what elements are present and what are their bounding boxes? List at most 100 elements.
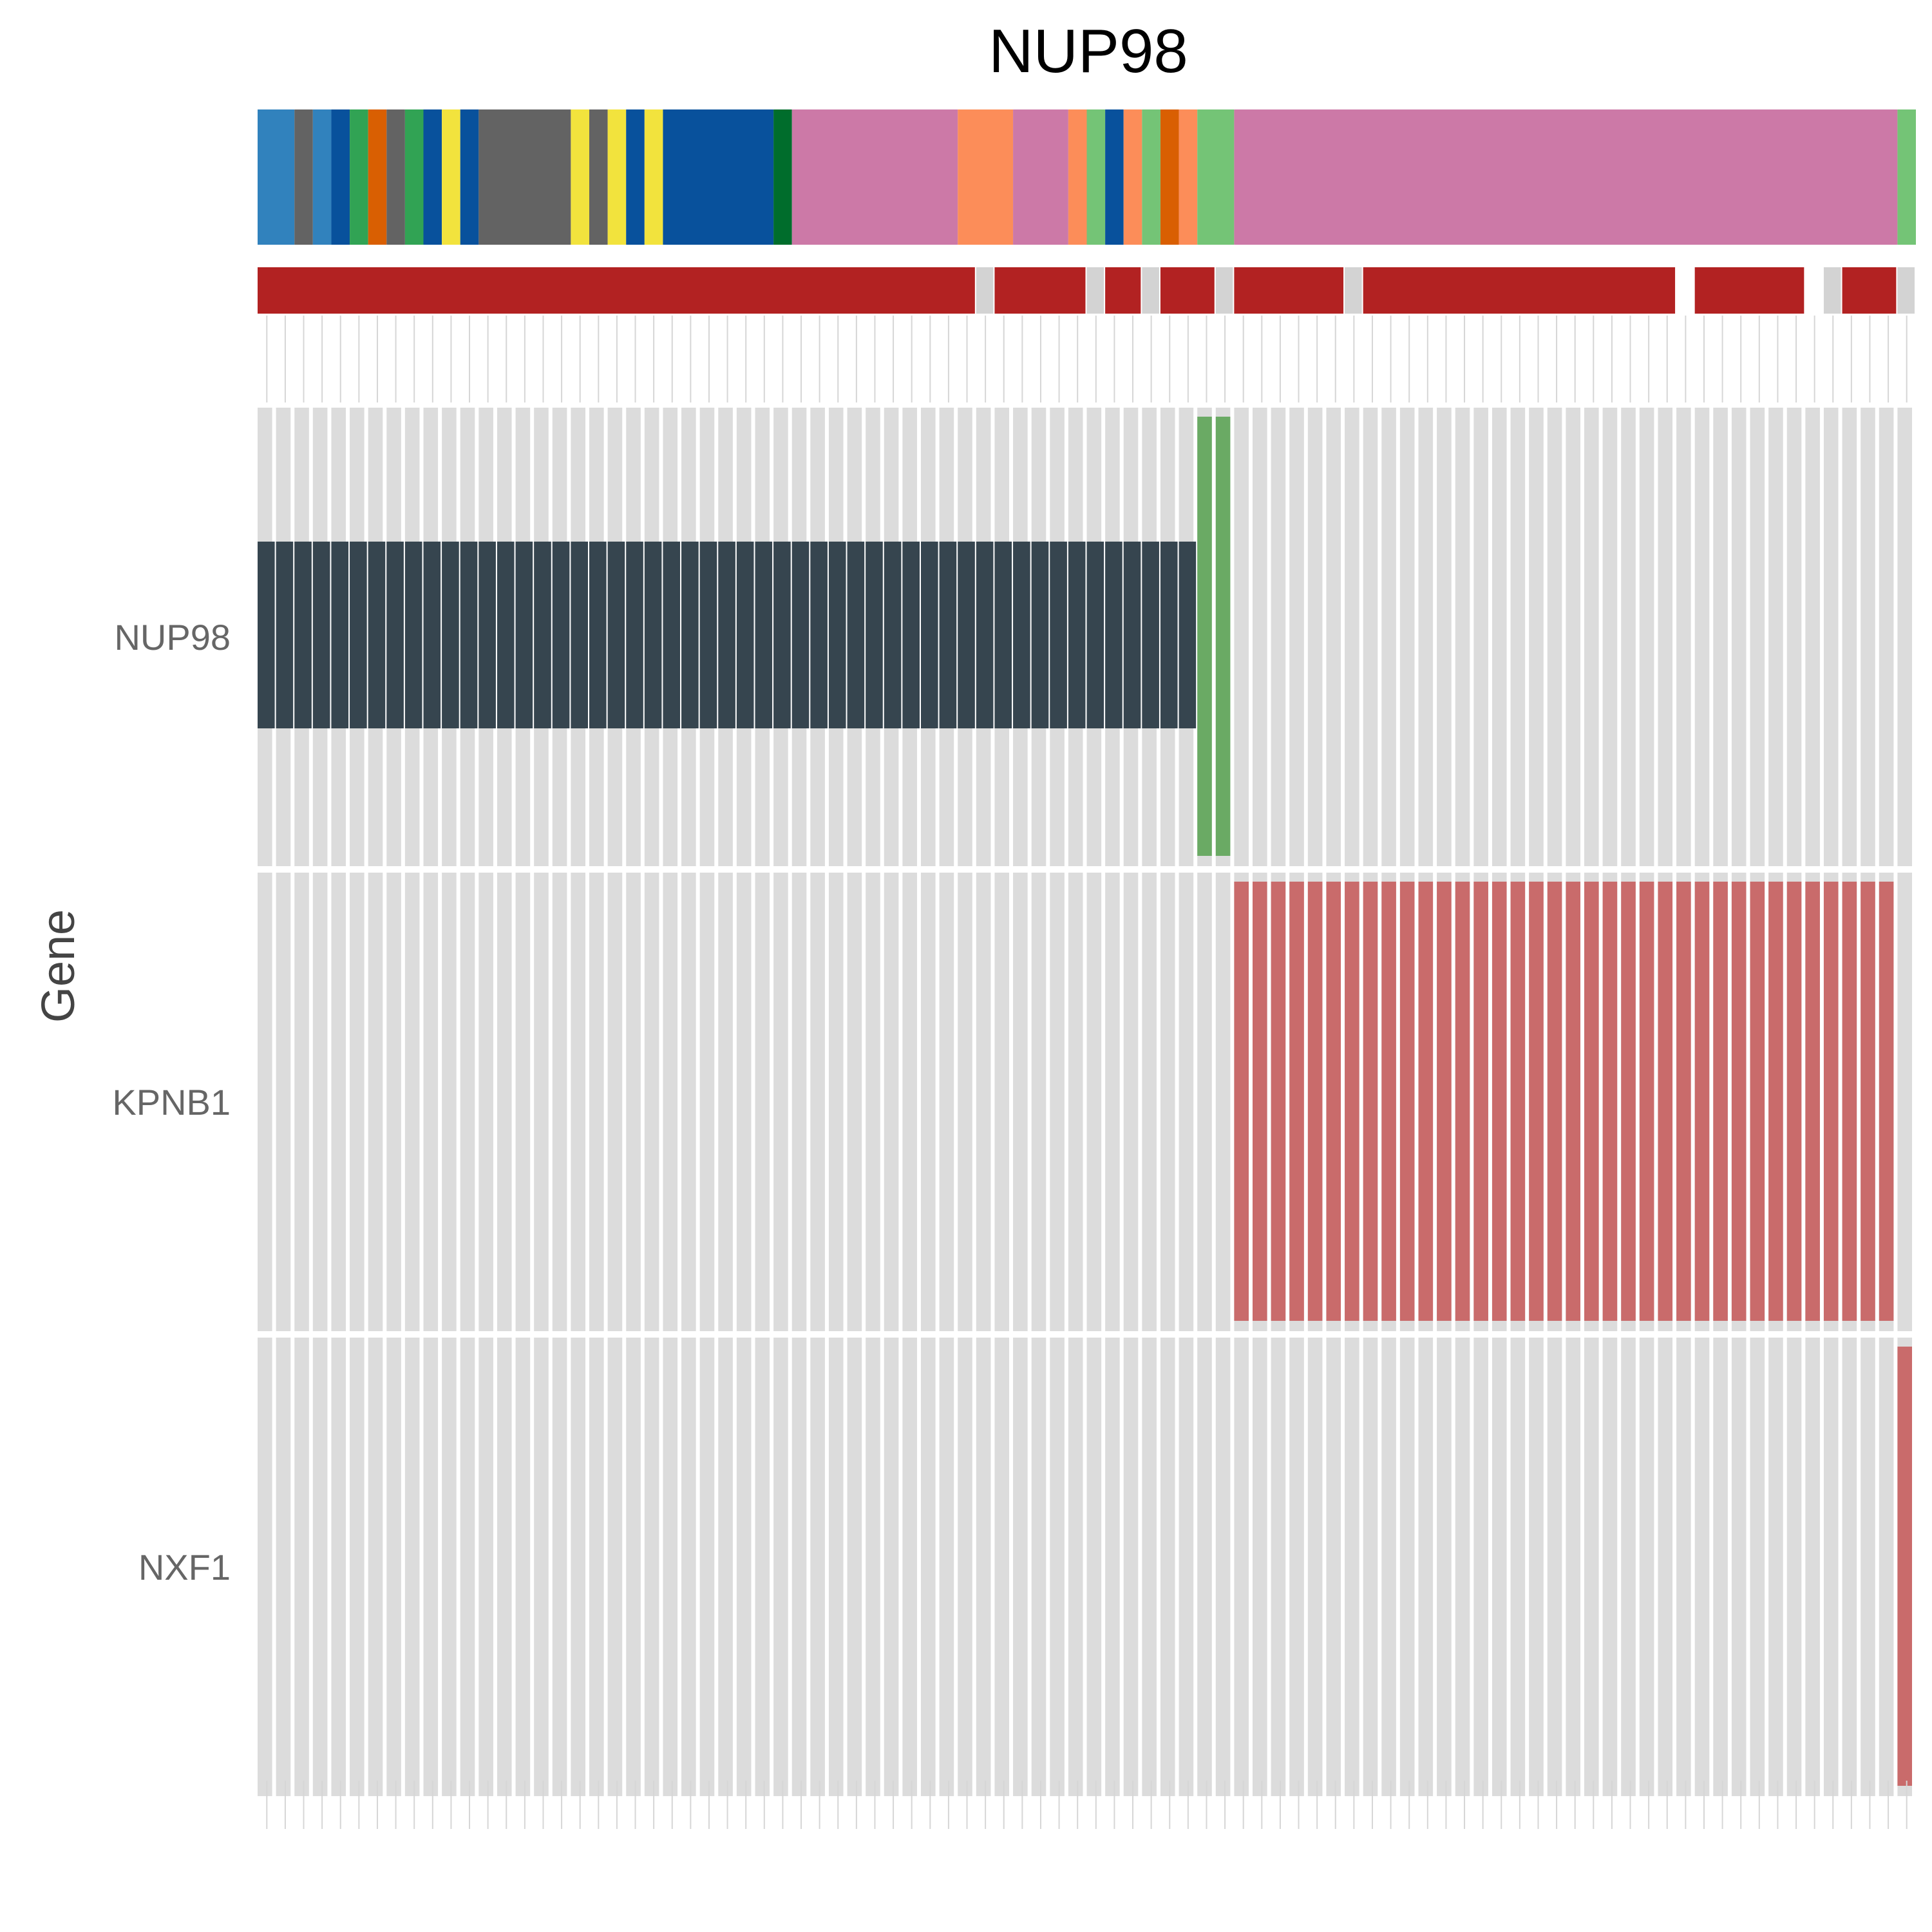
background-cell	[1160, 1338, 1175, 1796]
background-cell	[755, 873, 770, 1331]
background-cell	[1584, 408, 1599, 866]
annotation-segment	[423, 109, 442, 245]
alteration-cell	[1418, 882, 1434, 1321]
background-cell	[773, 1338, 788, 1796]
background-cell	[1215, 873, 1231, 1331]
background-cell	[331, 1338, 346, 1796]
background-cell	[1842, 408, 1857, 866]
background-cell	[626, 873, 641, 1331]
alteration-cell	[884, 542, 902, 728]
background-cell	[663, 873, 678, 1331]
background-cell	[1713, 408, 1728, 866]
background-cell	[571, 1338, 585, 1796]
background-cell	[644, 873, 659, 1331]
background-cell	[1031, 873, 1046, 1331]
background-cell	[423, 1338, 439, 1796]
background-cell	[258, 873, 272, 1331]
alteration-cell	[626, 542, 643, 728]
alteration-cell	[1676, 882, 1691, 1321]
alteration-cell	[1123, 542, 1141, 728]
background-cell	[1861, 1338, 1875, 1796]
background-cell	[755, 1338, 770, 1796]
background-cell	[1529, 1338, 1544, 1796]
alteration-cell	[1437, 882, 1452, 1321]
background-cell	[1307, 408, 1323, 866]
background-cell	[994, 1338, 1010, 1796]
alteration-cell	[1363, 882, 1378, 1321]
background-cell	[497, 873, 512, 1331]
background-cell	[1253, 408, 1267, 866]
background-cell	[921, 873, 936, 1331]
background-cell	[1345, 408, 1359, 866]
annotation-segment	[1197, 109, 1235, 245]
alteration-cell	[1566, 882, 1580, 1321]
alteration-cell	[1455, 882, 1470, 1321]
background-cell	[1234, 408, 1249, 866]
alteration-cell	[1068, 542, 1086, 728]
background-cell	[404, 1338, 420, 1796]
annotation-block	[1105, 267, 1141, 314]
annotation-segment	[571, 109, 589, 245]
background-cell	[276, 1338, 291, 1796]
background-cell	[1602, 408, 1618, 866]
annotation-segment	[1105, 109, 1124, 245]
background-cell	[1768, 408, 1783, 866]
background-cell	[1086, 1338, 1102, 1796]
alteration-cell	[902, 542, 920, 728]
chart-title: NUP98	[989, 17, 1188, 86]
annotation-block	[1345, 267, 1362, 314]
background-cell	[1123, 873, 1139, 1331]
background-cell	[791, 1338, 807, 1796]
annotation-segment	[350, 109, 368, 245]
background-cell	[1658, 1338, 1673, 1796]
background-cell	[810, 873, 825, 1331]
background-cell	[958, 1338, 972, 1796]
alteration-cell	[350, 542, 367, 728]
alteration-cell	[1897, 1347, 1912, 1786]
alteration-cell	[773, 542, 791, 728]
alteration-cell	[1105, 542, 1122, 728]
annotation-segment	[1142, 109, 1160, 245]
alteration-cell	[1602, 882, 1618, 1321]
alteration-cell	[828, 542, 846, 728]
background-cell	[1363, 1338, 1378, 1796]
background-cell	[1510, 408, 1526, 866]
annotation-block	[1215, 267, 1233, 314]
alteration-cell	[1492, 882, 1507, 1321]
alteration-cell	[1879, 882, 1894, 1321]
alteration-cell	[497, 542, 515, 728]
top-annotation-track	[258, 109, 1916, 245]
background-cell	[1160, 873, 1175, 1331]
background-cell	[331, 873, 346, 1331]
background-cell	[1326, 1338, 1341, 1796]
alteration-cell	[1086, 542, 1104, 728]
alteration-cell	[866, 542, 883, 728]
background-cell	[1068, 1338, 1083, 1796]
background-cell	[294, 1338, 309, 1796]
background-cell	[1639, 408, 1654, 866]
alteration-cell	[1529, 882, 1544, 1321]
annotation-segment	[1068, 109, 1087, 245]
background-cell	[1068, 873, 1083, 1331]
alteration-cell	[1658, 882, 1673, 1321]
background-cell	[1566, 1338, 1580, 1796]
alteration-cell	[1473, 882, 1488, 1321]
alteration-cell	[976, 542, 994, 728]
background-cell	[1437, 408, 1452, 866]
alteration-cell	[1253, 882, 1267, 1321]
background-cell	[773, 873, 788, 1331]
annotation-segment	[1897, 109, 1916, 245]
annotation-segment	[312, 109, 332, 245]
annotation-segment	[404, 109, 424, 245]
background-cell	[1363, 408, 1378, 866]
annotation-segment	[368, 109, 387, 245]
row-labels: NUP98 KPNB1 NXF1	[112, 617, 231, 1587]
alteration-cell	[1160, 542, 1178, 728]
background-cell	[1547, 408, 1562, 866]
background-cell	[699, 1338, 715, 1796]
alteration-cell	[442, 542, 459, 728]
annotation-segment	[258, 109, 295, 245]
background-cell	[994, 873, 1010, 1331]
alteration-cell	[810, 542, 828, 728]
